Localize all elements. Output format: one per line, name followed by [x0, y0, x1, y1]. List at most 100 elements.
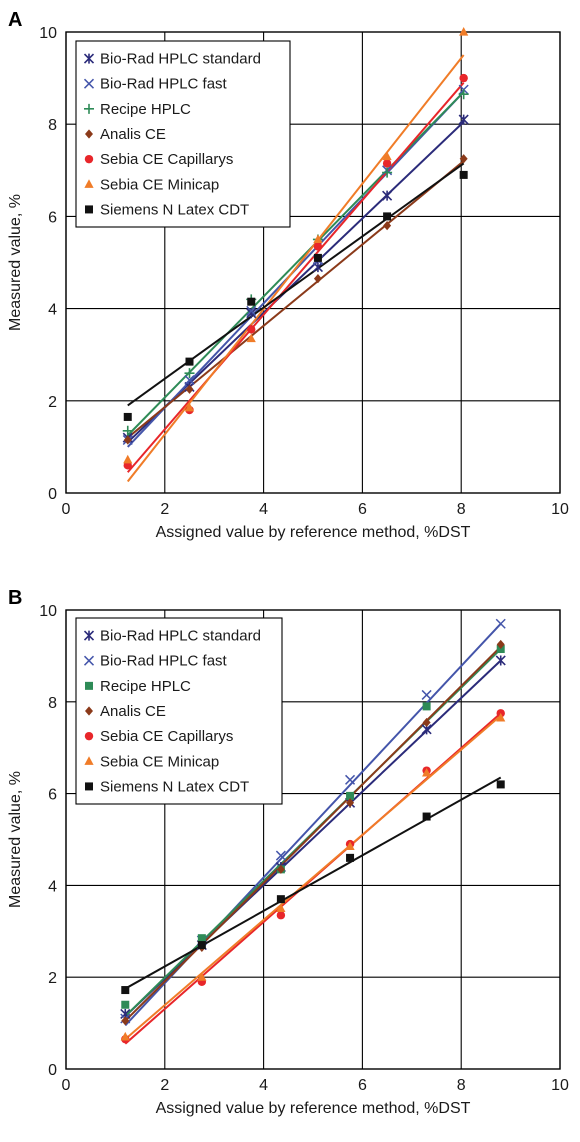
- series-3: [124, 646, 502, 1022]
- legend-entry: Analis CE: [85, 126, 166, 143]
- data-point: [382, 190, 393, 201]
- legend-marker: [83, 53, 95, 64]
- legend-label: Analis CE: [100, 703, 166, 720]
- series-points-6: [123, 170, 468, 421]
- chart-panel-b: B 0 2 4 6 8 10 0 2 4 6 8 10 Assigned value by referen…: [7, 587, 569, 1117]
- data-point: [496, 639, 505, 650]
- data-point: [458, 114, 469, 125]
- legend-label: Bio-Rad HPLC standard: [100, 628, 261, 645]
- legend-entry: Analis CE: [85, 703, 166, 720]
- legend-label: Analis CE: [100, 126, 166, 143]
- data-point: [197, 941, 206, 950]
- legend-marker: [84, 154, 94, 164]
- legend-entry: Bio-Rad HPLC fast: [83, 653, 228, 670]
- data-point: [422, 812, 431, 821]
- y-tick-label: 2: [48, 970, 57, 987]
- series-5: [126, 54, 465, 483]
- y-tick-label: 6: [48, 787, 57, 804]
- legend-entry: Recipe HPLC: [85, 678, 191, 695]
- y-tick-label: 0: [48, 486, 57, 503]
- y-tick-label: 2: [48, 394, 57, 411]
- data-point: [313, 253, 322, 262]
- legend-entry: Bio-Rad HPLC standard: [83, 51, 261, 68]
- data-point: [184, 375, 195, 386]
- trend-line: [127, 160, 465, 439]
- legend-entry: Sebia CE Capillarys: [84, 151, 233, 168]
- legend-entry: Bio-Rad HPLC fast: [83, 76, 228, 93]
- data-point: [345, 774, 356, 785]
- plot-frame: [65, 31, 561, 494]
- data-point: [346, 798, 355, 808]
- legend-marker: [83, 655, 95, 666]
- data-point: [458, 89, 469, 100]
- trend-line: [124, 776, 502, 990]
- series-points-5: [123, 27, 469, 464]
- panel-label: B: [8, 587, 22, 609]
- legend-label: Recipe HPLC: [100, 101, 191, 118]
- data-point: [123, 454, 133, 464]
- data-point: [197, 972, 207, 981]
- legend-marker: [84, 731, 94, 741]
- panel-label: A: [8, 9, 22, 31]
- data-point: [313, 234, 323, 244]
- legend-label: Bio-Rad HPLC fast: [100, 653, 228, 670]
- series-3: [127, 160, 465, 439]
- series-5: [124, 714, 502, 1040]
- trend-line: [126, 82, 465, 473]
- chart-panel-a: A 0 2 4 6 8 10 0 2 4 6 8 10 Assigned value by referen…: [7, 9, 569, 541]
- legend-entry: Sebia CE Minicap: [84, 176, 219, 193]
- legend-marker: [84, 179, 94, 188]
- x-tick-label: 4: [259, 501, 268, 518]
- trend-line: [127, 162, 465, 407]
- legend-label: Siemens N Latex CDT: [100, 778, 249, 795]
- legend: Bio-Rad HPLC standard Bio-Rad HPLC fast Re…: [75, 617, 283, 805]
- data-point: [184, 402, 195, 412]
- legend: Bio-Rad HPLC standard Bio-Rad HPLC fast Re…: [75, 40, 291, 228]
- x-tick-label: 2: [160, 501, 169, 518]
- legend-label: Sebia CE Minicap: [100, 176, 219, 193]
- legend-label: Sebia CE Capillarys: [100, 151, 233, 168]
- x-tick-label: 10: [551, 501, 569, 518]
- y-tick-label: 4: [48, 302, 57, 319]
- x-tick-label: 10: [551, 1077, 569, 1094]
- data-point: [185, 384, 194, 394]
- y-tick-label: 8: [48, 695, 57, 712]
- trend-line: [126, 54, 465, 483]
- data-point: [495, 618, 506, 629]
- data-point: [246, 305, 257, 316]
- series-0: [124, 659, 502, 1017]
- legend-entry: Bio-Rad HPLC standard: [83, 628, 261, 645]
- legend-label: Sebia CE Capillarys: [100, 728, 233, 745]
- data-point: [275, 850, 286, 861]
- data-point: [120, 1031, 130, 1041]
- data-point: [276, 895, 285, 904]
- trend-line: [127, 91, 465, 437]
- data-point: [246, 333, 256, 343]
- trend-line: [124, 646, 502, 1022]
- y-tick-label: 6: [48, 209, 57, 226]
- data-point: [496, 780, 505, 789]
- series-6: [127, 162, 465, 407]
- data-point: [184, 368, 195, 379]
- plot-frame: [65, 609, 561, 1070]
- legend-marker: [85, 706, 93, 716]
- data-point: [382, 159, 392, 168]
- x-tick-label: 0: [62, 501, 71, 518]
- data-point: [459, 170, 468, 179]
- legend-marker: [83, 630, 95, 641]
- data-point: [276, 903, 286, 912]
- data-point: [459, 27, 469, 36]
- legend-label: Bio-Rad HPLC standard: [100, 51, 261, 68]
- x-tick-label: 2: [160, 1077, 169, 1094]
- y-tick-label: 4: [48, 878, 57, 895]
- legend-box: [75, 617, 283, 805]
- data-point: [313, 274, 322, 284]
- y-tick-label: 10: [39, 603, 57, 620]
- data-point: [247, 297, 256, 306]
- data-point: [496, 712, 506, 722]
- x-axis-label: Assigned value by reference method, %DST: [156, 1100, 471, 1117]
- legend-label: Siemens N Latex CDT: [100, 201, 249, 218]
- y-tick-label: 10: [39, 25, 57, 42]
